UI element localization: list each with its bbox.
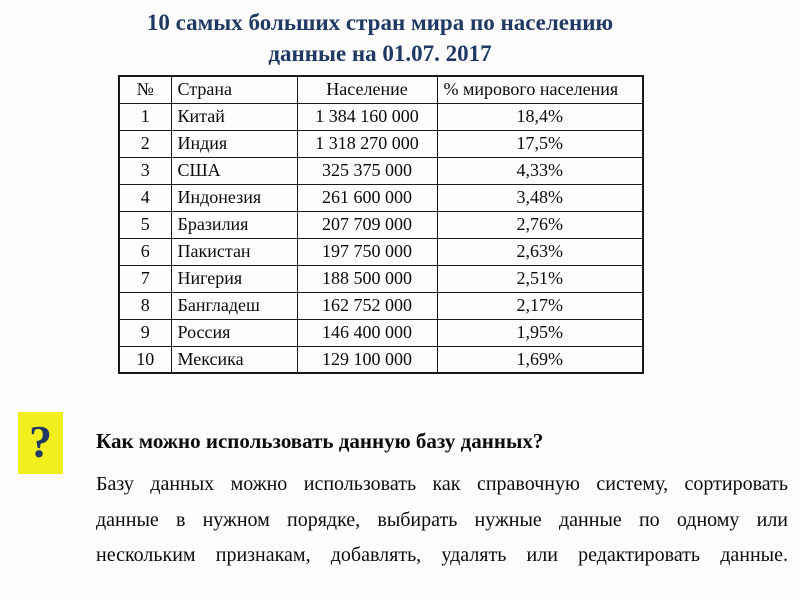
cell-share: 2,51%	[436, 264, 644, 293]
cell-share: 18,4%	[436, 102, 644, 131]
table-row: 5 Бразилия 207 709 000 2,76%	[118, 210, 644, 239]
cell-country: США	[170, 156, 298, 185]
cell-country: Индия	[170, 129, 298, 158]
table-header-row: № Страна Население % мирового населения	[118, 75, 644, 104]
cell-population: 261 600 000	[296, 183, 438, 212]
cell-share: 17,5%	[436, 129, 644, 158]
cell-country: Мексика	[170, 345, 298, 374]
faq-question-heading: Как можно использовать данную базу данны…	[96, 429, 544, 453]
cell-country: Нигерия	[170, 264, 298, 293]
cell-rank: 4	[118, 183, 172, 212]
table-row: 7 Нигерия 188 500 000 2,51%	[118, 264, 644, 293]
cell-population: 1 318 270 000	[296, 129, 438, 158]
cell-country: Индонезия	[170, 183, 298, 212]
cell-rank: 3	[118, 156, 172, 185]
population-table: № Страна Население % мирового населения …	[118, 75, 644, 374]
cell-share: 1,69%	[436, 345, 644, 374]
cell-country: Китай	[170, 102, 298, 131]
cell-population: 188 500 000	[296, 264, 438, 293]
cell-country: Бангладеш	[170, 291, 298, 320]
cell-rank: 10	[118, 345, 172, 374]
cell-rank: 7	[118, 264, 172, 293]
cell-population: 129 100 000	[296, 345, 438, 374]
column-header-share: % мирового населения	[436, 75, 644, 104]
faq-answer-line-1: Базу данных можно использовать как справ…	[96, 473, 788, 495]
question-mark-icon: ?	[18, 412, 63, 474]
title-line-1: 10 самых больших стран мира по населению	[146, 10, 614, 35]
table-row: 1 Китай 1 384 160 000 18,4%	[118, 102, 644, 131]
cell-population: 146 400 000	[296, 318, 438, 347]
cell-population: 207 709 000	[296, 210, 438, 239]
cell-rank: 5	[118, 210, 172, 239]
column-header-rank: №	[118, 75, 172, 104]
table-row: 10 Мексика 129 100 000 1,69%	[118, 345, 644, 374]
cell-country: Россия	[170, 318, 298, 347]
cell-population: 325 375 000	[296, 156, 438, 185]
table-row: 2 Индия 1 318 270 000 17,5%	[118, 129, 644, 158]
table-row: 9 Россия 146 400 000 1,95%	[118, 318, 644, 347]
cell-share: 2,76%	[436, 210, 644, 239]
title-line-2: данные на 01.07. 2017	[268, 41, 492, 66]
cell-country: Бразилия	[170, 210, 298, 239]
cell-population: 197 750 000	[296, 237, 438, 266]
cell-rank: 9	[118, 318, 172, 347]
cell-population: 1 384 160 000	[296, 102, 438, 131]
cell-rank: 1	[118, 102, 172, 131]
cell-share: 4,33%	[436, 156, 644, 185]
cell-share: 2,17%	[436, 291, 644, 320]
column-header-population: Население	[296, 75, 438, 104]
faq-answer-line-3: нескольким признакам, добавлять, удалять…	[96, 544, 788, 566]
cell-share: 3,48%	[436, 183, 644, 212]
faq-answer-line-2: данные в нужном порядке, выбирать нужные…	[96, 508, 788, 531]
table-row: 6 Пакистан 197 750 000 2,63%	[118, 237, 644, 266]
cell-rank: 2	[118, 129, 172, 158]
cell-share: 2,63%	[436, 237, 644, 266]
table-row: 4 Индонезия 261 600 000 3,48%	[118, 183, 644, 212]
cell-population: 162 752 000	[296, 291, 438, 320]
column-header-country: Страна	[170, 75, 298, 104]
faq-answer-text: Базу данных можно использовать как справ…	[96, 467, 788, 574]
cell-share: 1,95%	[436, 318, 644, 347]
cell-rank: 6	[118, 237, 172, 266]
question-mark-glyph: ?	[29, 416, 52, 467]
table-row: 3 США 325 375 000 4,33%	[118, 156, 644, 185]
table-row: 8 Бангладеш 162 752 000 2,17%	[118, 291, 644, 320]
cell-country: Пакистан	[170, 237, 298, 266]
cell-rank: 8	[118, 291, 172, 320]
page-title: 10 самых больших стран мира по населению…	[0, 7, 760, 69]
